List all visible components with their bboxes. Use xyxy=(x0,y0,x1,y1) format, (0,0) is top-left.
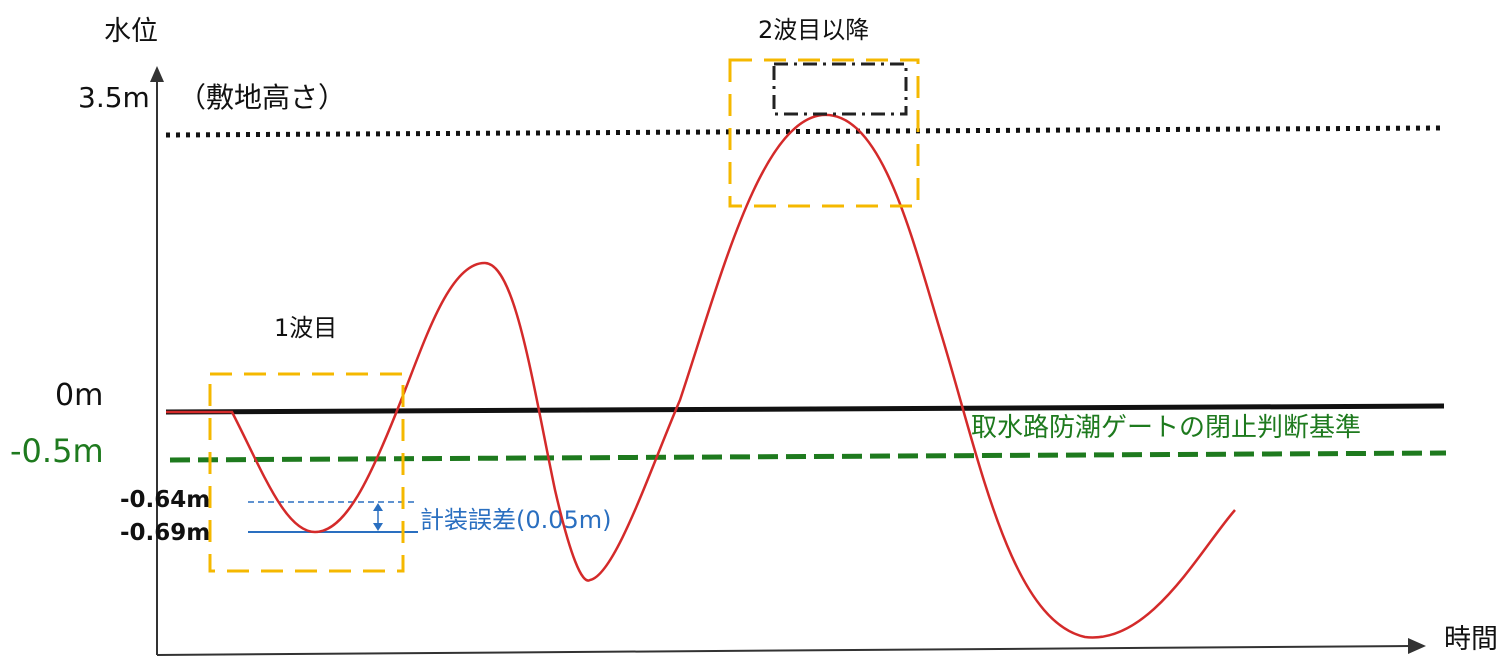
zero-level-value: 0m xyxy=(55,378,103,413)
later-waves-inner-box xyxy=(772,62,908,116)
ground-level-value: 3.5m xyxy=(78,81,150,114)
later-waves-box xyxy=(728,58,920,208)
first-wave-label: 1波目 xyxy=(274,314,337,342)
gate-criterion-line xyxy=(169,450,1447,463)
later-waves-label: 2波目以降 xyxy=(758,16,869,44)
x-axis-arrowhead xyxy=(1408,638,1426,654)
x-axis-label: 時間 xyxy=(1444,624,1498,655)
tsunami-wave-curve xyxy=(166,113,1236,639)
y-axis-label: 水位 xyxy=(104,16,158,47)
error-low-value: -0.69m xyxy=(120,520,210,546)
ground-level-note: （敷地高さ） xyxy=(178,81,346,114)
ground-level-line xyxy=(165,125,1441,138)
y-axis-arrowhead xyxy=(150,66,164,82)
error-arrow-down xyxy=(373,523,383,531)
error-arrow-up xyxy=(373,503,383,511)
gate-criterion-label: 取水路防潮ゲートの閉止判断基準 xyxy=(971,413,1361,443)
instrument-error-label: 計装誤差(0.05m) xyxy=(420,506,612,534)
x-axis xyxy=(156,645,1411,656)
zero-level-line xyxy=(165,403,1445,415)
first-wave-box xyxy=(208,372,405,573)
measured-low-value: -0.64m xyxy=(120,487,210,513)
gate-criterion-value: -0.5m xyxy=(10,432,104,470)
